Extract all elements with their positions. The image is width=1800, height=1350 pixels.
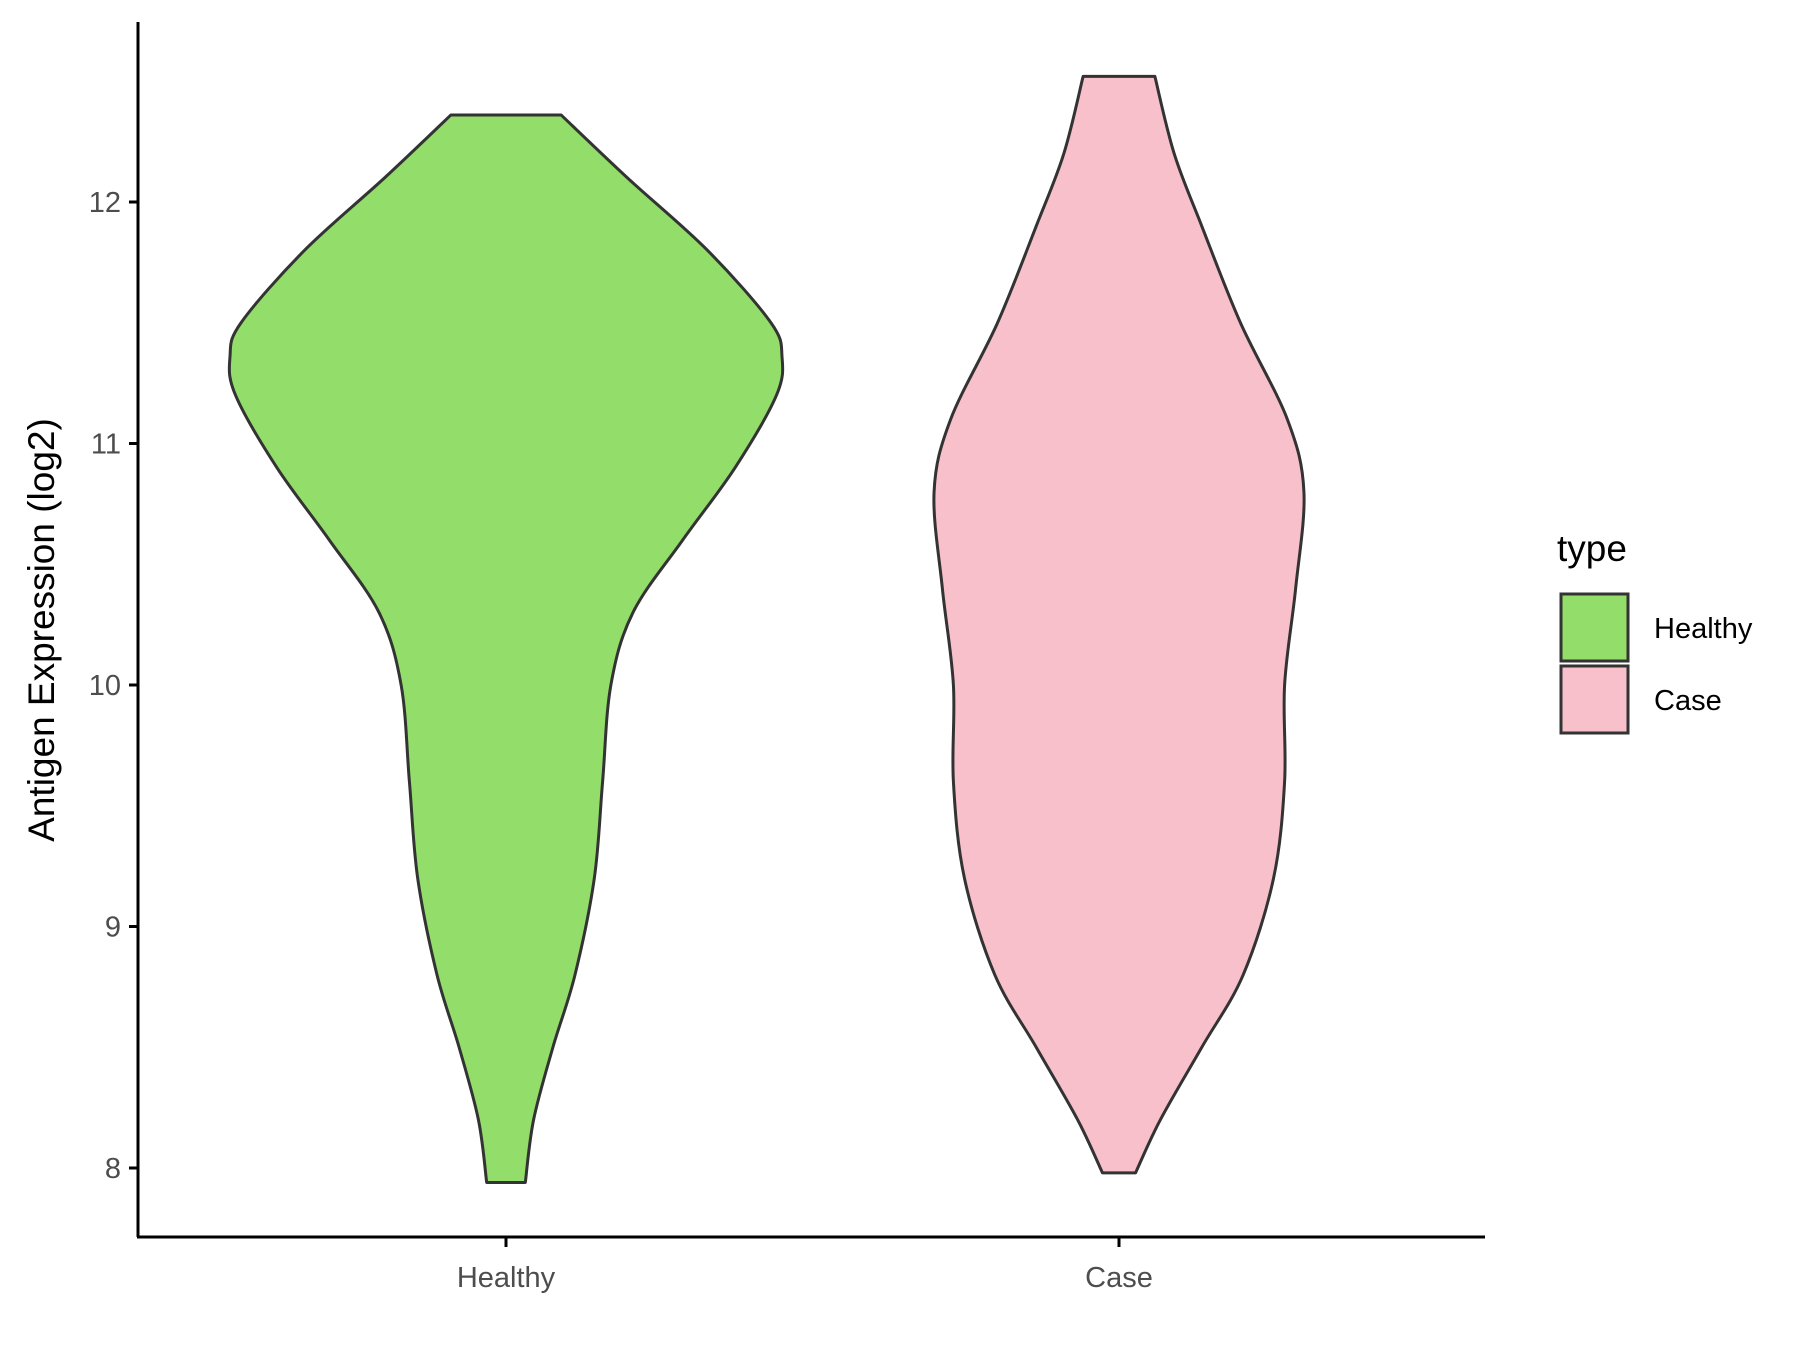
x-tick-label-case: Case: [1085, 1262, 1153, 1294]
legend-title: type: [1557, 528, 1627, 569]
legend: type Healthy Case: [1557, 528, 1753, 735]
y-tick-label: 11: [91, 429, 121, 461]
violin-healthy: [227, 113, 785, 1184]
x-tick-label-healthy: Healthy: [457, 1262, 556, 1294]
y-axis-ticks: 8 9 10 11 12: [89, 187, 138, 1185]
legend-key-healthy: [1559, 592, 1630, 663]
y-tick-label: 9: [105, 912, 121, 944]
legend-label-healthy: Healthy: [1654, 613, 1753, 645]
legend-key-case: [1559, 664, 1630, 735]
legend-label-case: Case: [1654, 685, 1722, 717]
y-tick-label: 10: [89, 670, 121, 702]
y-tick-label: 8: [105, 1153, 121, 1185]
violin-case: [932, 74, 1306, 1175]
y-tick-label: 12: [89, 187, 121, 219]
violins-layer: [227, 74, 1306, 1184]
x-axis-ticks: Healthy Case: [457, 1237, 1153, 1294]
y-axis-title: Antigen Expression (log2): [21, 418, 62, 842]
